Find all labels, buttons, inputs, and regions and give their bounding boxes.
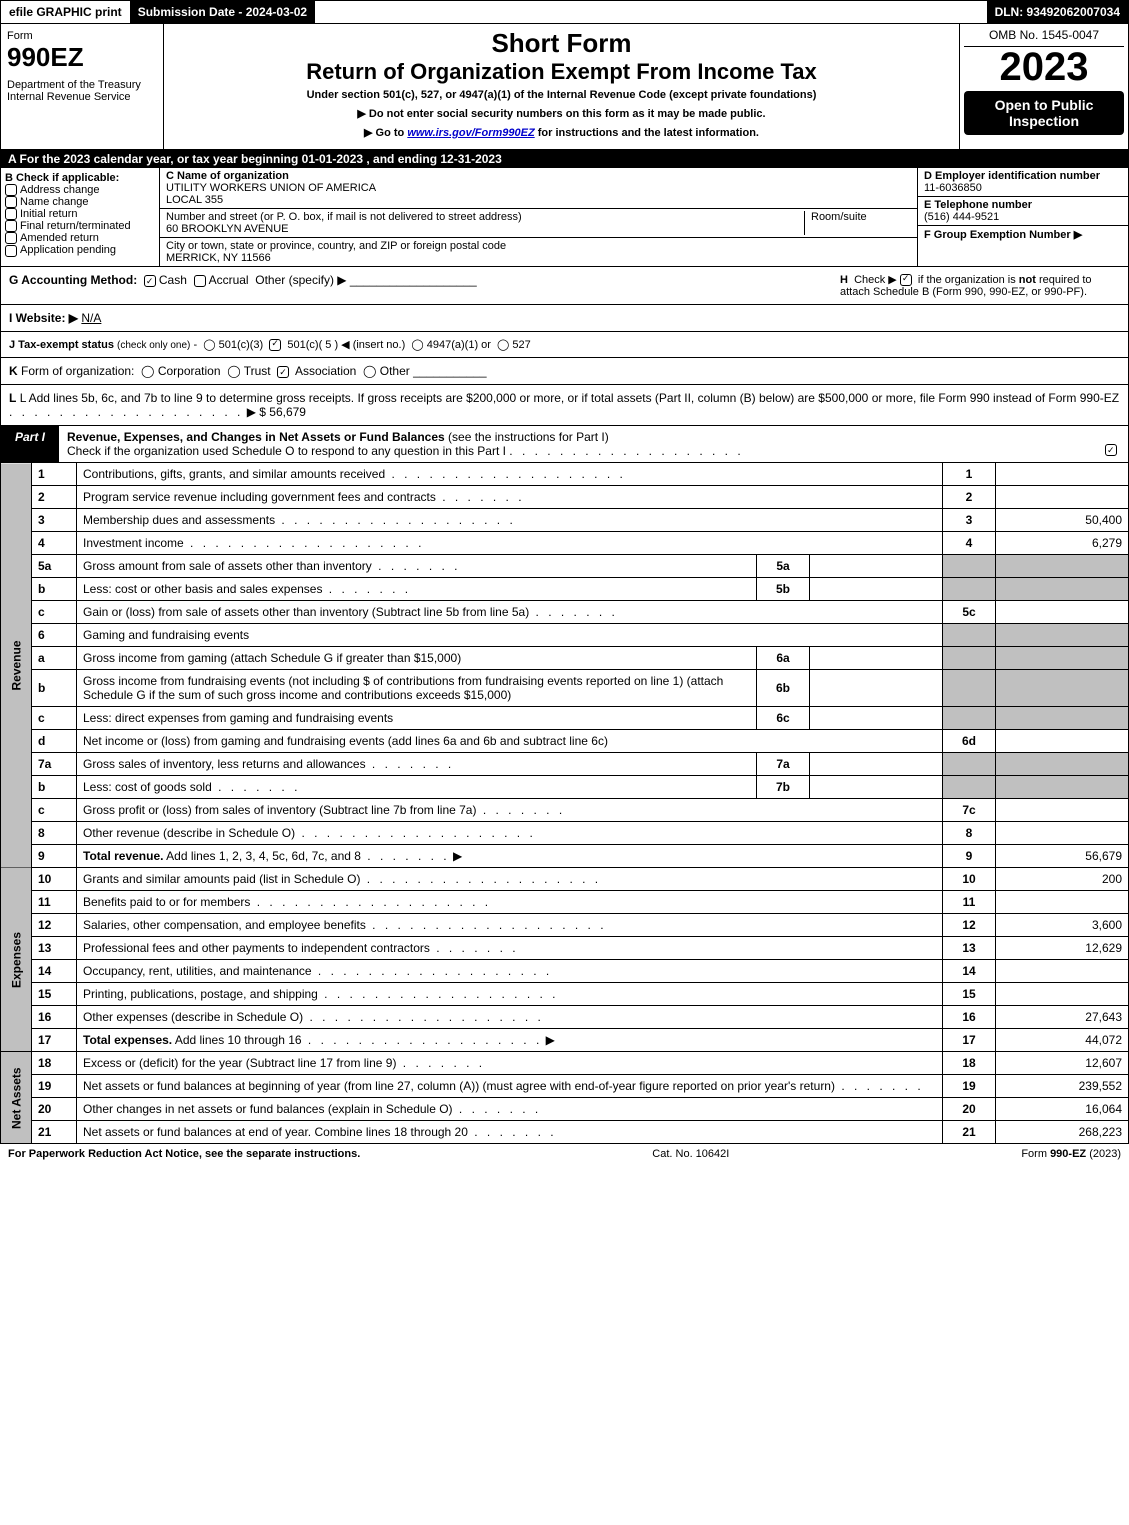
box-i-label: I Website: ▶ (9, 311, 78, 325)
header-left: Form 990EZ Department of the Treasury In… (1, 24, 164, 149)
box-l: L L Add lines 5b, 6c, and 7b to line 9 t… (0, 385, 1129, 426)
box-b: B Check if applicable: Address change Na… (1, 168, 160, 266)
amt-18: 12,607 (996, 1052, 1129, 1075)
part1-desc: Revenue, Expenses, and Changes in Net As… (59, 426, 1128, 462)
under-section: Under section 501(c), 527, or 4947(a)(1)… (168, 89, 955, 101)
spacer (315, 1, 986, 23)
side-netassets: Net Assets (1, 1052, 32, 1144)
submission-date: Submission Date - 2024-03-02 (130, 1, 315, 23)
phone: (516) 444-9521 (924, 211, 999, 223)
chk-address-change[interactable]: Address change (5, 184, 155, 196)
box-l-text: L Add lines 5b, 6c, and 7b to line 9 to … (20, 391, 1119, 405)
chk-initial-return[interactable]: Initial return (5, 208, 155, 220)
header-mid: Short Form Return of Organization Exempt… (164, 24, 959, 149)
header: Form 990EZ Department of the Treasury In… (0, 24, 1129, 150)
chk-501c[interactable] (269, 339, 281, 351)
dln: DLN: 93492062007034 (987, 1, 1128, 23)
part1-tab: Part I (1, 426, 59, 462)
amt-21: 268,223 (996, 1121, 1129, 1144)
chk-accrual[interactable] (194, 275, 206, 287)
box-k: K Form of organization: ◯ Corporation ◯ … (0, 358, 1129, 385)
side-expenses: Expenses (1, 868, 32, 1052)
part1-title: Revenue, Expenses, and Changes in Net As… (67, 430, 445, 444)
info-right: D Employer identification number 11-6036… (917, 168, 1128, 266)
box-i: I Website: ▶ N/A (0, 305, 1129, 332)
topbar: efile GRAPHIC print Submission Date - 20… (0, 0, 1129, 24)
return-title: Return of Organization Exempt From Incom… (168, 59, 955, 85)
g-block: G Accounting Method: Cash Accrual Other … (0, 267, 1129, 305)
footer-mid: Cat. No. 10642I (652, 1148, 729, 1160)
footer-left: For Paperwork Reduction Act Notice, see … (8, 1148, 360, 1160)
footer: For Paperwork Reduction Act Notice, see … (0, 1144, 1129, 1164)
chk-schedule-o[interactable] (1105, 444, 1117, 456)
box-c: C Name of organization UTILITY WORKERS U… (160, 168, 917, 266)
other-specify: Other (specify) ▶ (255, 273, 346, 287)
box-f-label: F Group Exemption Number ▶ (924, 229, 1082, 241)
tax-year: 2023 (964, 47, 1124, 87)
side-revenue: Revenue (1, 463, 32, 868)
chk-h[interactable] (900, 274, 912, 286)
box-d-label: D Employer identification number (924, 170, 1100, 182)
lines-table: Revenue 1 Contributions, gifts, grants, … (0, 463, 1129, 1144)
box-j: J Tax-exempt status (check only one) - ◯… (0, 332, 1129, 358)
ein: 11-6036850 (924, 182, 982, 194)
org-city: MERRICK, NY 11566 (166, 252, 271, 264)
footer-right: Form 990-EZ (2023) (1021, 1148, 1121, 1160)
box-c-label: C Name of organization (166, 170, 289, 182)
chk-application-pending[interactable]: Application pending (5, 244, 155, 256)
chk-association[interactable] (277, 366, 289, 378)
website: N/A (81, 311, 101, 325)
amt-16: 27,643 (996, 1006, 1129, 1029)
amt-9: 56,679 (996, 845, 1129, 868)
amt-17: 44,072 (996, 1029, 1129, 1052)
city-label: City or town, state or province, country… (166, 240, 506, 252)
part1-sub: Check if the organization used Schedule … (67, 444, 506, 458)
box-g-label: G Accounting Method: (9, 273, 137, 287)
goto-link[interactable]: ▶ Go to www.irs.gov/Form990EZ for instru… (168, 126, 955, 139)
org-address: 60 BROOKLYN AVENUE (166, 223, 288, 235)
department: Department of the Treasury Internal Reve… (7, 79, 157, 103)
chk-amended-return[interactable]: Amended return (5, 232, 155, 244)
inspection-badge: Open to Public Inspection (964, 91, 1124, 135)
amt-19: 239,552 (996, 1075, 1129, 1098)
part1-header: Part I Revenue, Expenses, and Changes in… (0, 426, 1129, 463)
chk-name-change[interactable]: Name change (5, 196, 155, 208)
amt-12: 3,600 (996, 914, 1129, 937)
amt-13: 12,629 (996, 937, 1129, 960)
amt-10: 200 (996, 868, 1129, 891)
box-g: G Accounting Method: Cash Accrual Other … (9, 273, 477, 298)
addr-label: Number and street (or P. O. box, if mail… (166, 211, 522, 223)
part1-note: (see the instructions for Part I) (448, 430, 609, 444)
box-h: H Check ▶ if the organization is not req… (840, 273, 1120, 298)
section-a: A For the 2023 calendar year, or tax yea… (0, 150, 1129, 168)
box-e-label: E Telephone number (924, 199, 1032, 211)
amt-3: 50,400 (996, 509, 1129, 532)
irs-link[interactable]: www.irs.gov/Form990EZ (407, 127, 534, 139)
box-l-amt: ▶ $ 56,679 (247, 405, 306, 419)
chk-cash[interactable] (144, 275, 156, 287)
amt-20: 16,064 (996, 1098, 1129, 1121)
amt-4: 6,279 (996, 532, 1129, 555)
org-name: UTILITY WORKERS UNION OF AMERICA (166, 182, 376, 194)
box-b-header: B Check if applicable: (5, 172, 155, 184)
short-form-title: Short Form (168, 28, 955, 59)
org-local: LOCAL 355 (166, 194, 223, 206)
efile-label: efile GRAPHIC print (1, 1, 130, 23)
warning-ssn: ▶ Do not enter social security numbers o… (168, 107, 955, 120)
chk-final-return[interactable]: Final return/terminated (5, 220, 155, 232)
header-right: OMB No. 1545-0047 2023 Open to Public In… (959, 24, 1128, 149)
room-label: Room/suite (811, 211, 867, 223)
info-block: B Check if applicable: Address change Na… (0, 168, 1129, 267)
form-label: Form (7, 30, 157, 42)
form-number: 990EZ (7, 42, 157, 73)
